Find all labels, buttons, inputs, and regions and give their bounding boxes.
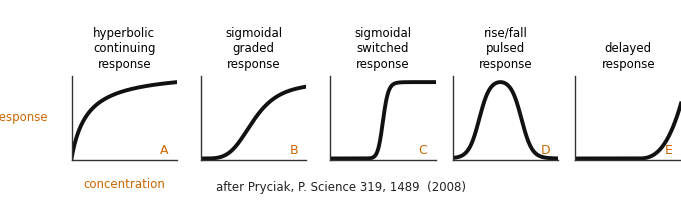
Text: A: A bbox=[160, 144, 169, 157]
Text: concentration: concentration bbox=[83, 178, 165, 191]
Text: B: B bbox=[289, 144, 298, 157]
Text: D: D bbox=[540, 144, 550, 157]
Text: sigmoidal
graded
response: sigmoidal graded response bbox=[225, 27, 282, 71]
Text: sigmoidal
switched
response: sigmoidal switched response bbox=[355, 27, 411, 71]
Text: rise/fall
pulsed
response: rise/fall pulsed response bbox=[479, 27, 533, 71]
Text: response: response bbox=[0, 112, 48, 124]
Text: hyperbolic
continuing
response: hyperbolic continuing response bbox=[93, 27, 155, 71]
Text: C: C bbox=[419, 144, 428, 157]
Text: after Pryciak, P. Science 319, 1489  (2008): after Pryciak, P. Science 319, 1489 (200… bbox=[215, 181, 466, 194]
Text: delayed
response: delayed response bbox=[601, 42, 655, 71]
Text: E: E bbox=[665, 144, 673, 157]
